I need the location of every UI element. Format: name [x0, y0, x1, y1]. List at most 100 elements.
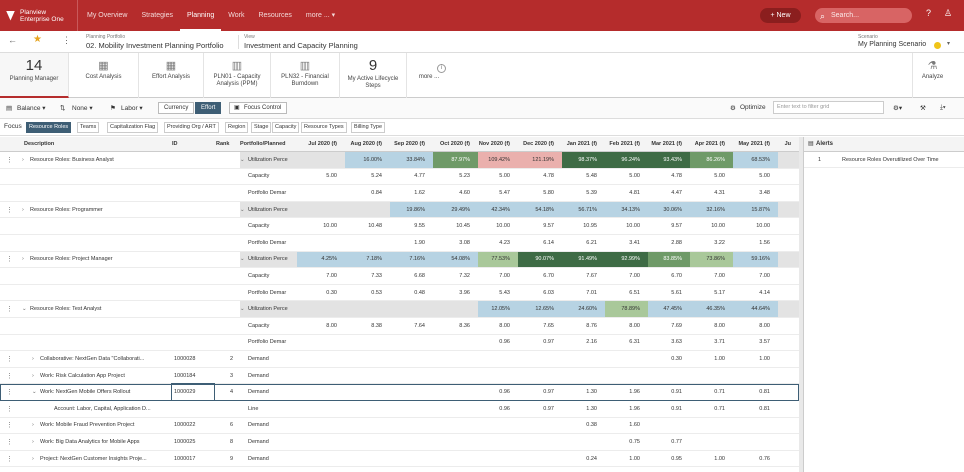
cell-value[interactable]: [297, 152, 345, 168]
cell-value[interactable]: [733, 434, 778, 450]
cell-value[interactable]: 5.48: [586, 173, 597, 180]
cell-value[interactable]: 7.01: [586, 289, 597, 296]
cell-value[interactable]: 6.21: [586, 239, 597, 246]
cell-value[interactable]: 0.75: [629, 438, 640, 445]
cell-value[interactable]: [297, 185, 345, 201]
grid-row[interactable]: ⋮ › Collaborative: NextGen Data "Collabora…: [0, 351, 799, 368]
cell-value[interactable]: 6.14: [543, 239, 554, 246]
chevron-down-icon[interactable]: ▾: [947, 41, 951, 47]
col-month[interactable]: Nov 2020 (f): [478, 141, 510, 147]
cell-value[interactable]: 4.77: [414, 173, 425, 180]
cell-value[interactable]: 4.81: [629, 189, 640, 196]
cell-value[interactable]: 5.00: [629, 173, 640, 180]
portfolio-value[interactable]: 02. Mobility Investment Planning Portfol…: [86, 41, 224, 50]
cell-value[interactable]: 0.84: [371, 189, 382, 196]
tile-pln01-capacity[interactable]: ▥ PLN01 - Capacity Analysis (PPM): [204, 53, 271, 98]
collapse-chevron-icon[interactable]: ⌄: [240, 206, 245, 213]
cell-value[interactable]: 7.33: [371, 272, 382, 279]
drag-handle-icon[interactable]: ⋮: [6, 306, 12, 314]
grid-row[interactable]: Capacity 5.00 5.24 4.77 5.23 5.00 4.78 5.48 5.00…: [0, 169, 799, 186]
cell-value[interactable]: 3.71: [714, 339, 725, 346]
cell-value[interactable]: 1.00: [629, 455, 640, 462]
col-portfolio-planned[interactable]: Portfolio/Planned: [240, 141, 286, 147]
focus-chip[interactable]: Providing Org / ART: [164, 122, 219, 133]
cell-value[interactable]: [390, 418, 433, 434]
expand-chevron-icon[interactable]: ›: [32, 455, 34, 462]
cell-value[interactable]: [433, 434, 478, 450]
cell-value[interactable]: 0.76: [759, 455, 770, 462]
cell-value[interactable]: [518, 418, 562, 434]
cell-value[interactable]: 68.53%: [733, 152, 778, 168]
cell-value[interactable]: 10.45: [456, 223, 470, 230]
cell-value[interactable]: 0.77: [671, 438, 682, 445]
cell-value[interactable]: 10.95: [583, 223, 597, 230]
cell-value[interactable]: 0.30: [671, 355, 682, 362]
col-month[interactable]: Oct 2020 (f): [440, 141, 470, 147]
cell-value[interactable]: 90.07%: [518, 251, 562, 268]
cell-value[interactable]: 0.96: [499, 389, 510, 396]
drag-handle-icon[interactable]: ⋮: [6, 422, 12, 430]
cell-value[interactable]: 7.64: [414, 322, 425, 329]
cell-value[interactable]: 92.99%: [605, 251, 648, 268]
cell-value[interactable]: 86.26%: [690, 152, 733, 168]
cell-value[interactable]: 4.31: [714, 189, 725, 196]
cell-value[interactable]: 109.42%: [478, 152, 518, 168]
cell-value[interactable]: 8.00: [714, 322, 725, 329]
col-month[interactable]: Ju: [784, 141, 791, 147]
cell-value[interactable]: 54.08%: [433, 251, 478, 268]
cell-value[interactable]: 0.96: [499, 339, 510, 346]
cell-value[interactable]: [433, 301, 478, 317]
cell-value[interactable]: 1.00: [714, 355, 725, 362]
cell-value[interactable]: 4.23: [499, 239, 510, 246]
cell-value[interactable]: [297, 434, 345, 450]
cell-value[interactable]: 46.35%: [690, 301, 733, 317]
cell-value[interactable]: [433, 384, 478, 400]
cell-value[interactable]: 5.00: [759, 173, 770, 180]
cell-value[interactable]: [648, 368, 690, 384]
cell-value[interactable]: 4.25%: [297, 251, 345, 268]
tile-planning-manager[interactable]: 14 Planning Manager: [0, 53, 69, 98]
cell-value[interactable]: 6.68: [414, 272, 425, 279]
col-id[interactable]: ID: [172, 141, 178, 147]
expand-chevron-icon[interactable]: ›: [22, 156, 24, 163]
cell-value[interactable]: 47.45%: [648, 301, 690, 317]
cell-value[interactable]: 91.49%: [562, 251, 605, 268]
cell-value[interactable]: [518, 451, 562, 467]
cell-value[interactable]: [605, 351, 648, 367]
cell-value[interactable]: [390, 368, 433, 384]
cell-value[interactable]: 0.38: [586, 422, 597, 429]
cell-value[interactable]: [297, 235, 345, 251]
cell-value[interactable]: 16.00%: [345, 152, 390, 168]
cell-value[interactable]: 0.91: [671, 389, 682, 396]
planview-logo[interactable]: Planview Enterprise One: [0, 0, 78, 31]
expand-chevron-icon[interactable]: ›: [22, 206, 24, 213]
cell-value[interactable]: 2.88: [671, 239, 682, 246]
cell-value[interactable]: 34.13%: [605, 201, 648, 218]
tile-effort-analysis[interactable]: ▦ Effort Analysis: [139, 53, 204, 98]
cell-value[interactable]: [390, 384, 433, 400]
expand-chevron-icon[interactable]: ›: [32, 355, 34, 362]
col-month[interactable]: Apr 2021 (f): [694, 141, 725, 147]
cell-value[interactable]: [478, 418, 518, 434]
cell-value[interactable]: 7.69: [671, 322, 682, 329]
grid-row[interactable]: ⋮ Account: Labor, Capital, Application D.…: [0, 401, 799, 418]
cell-value[interactable]: 4.78: [671, 173, 682, 180]
drag-handle-icon[interactable]: ⋮: [6, 405, 12, 413]
grid-row[interactable]: ⋮ › Resource Roles: Programmer Utilization …: [0, 201, 799, 219]
cell-value[interactable]: [478, 434, 518, 450]
cell-value[interactable]: 8.00: [629, 322, 640, 329]
cell-value[interactable]: [433, 351, 478, 367]
cell-value[interactable]: 10.48: [368, 223, 382, 230]
drag-handle-icon[interactable]: ⋮: [6, 372, 12, 380]
cell-value[interactable]: 1.90: [414, 239, 425, 246]
cell-value[interactable]: 7.00: [499, 272, 510, 279]
cell-value[interactable]: [390, 301, 433, 317]
cell-value[interactable]: 9.55: [414, 223, 425, 230]
grid-row[interactable]: ⋮ › Resource Roles: Business Analyst Utiliz…: [0, 152, 799, 169]
grid-row[interactable]: ⋮ › Work: Big Data Analytics for Mobile Ap…: [0, 434, 799, 451]
cell-value[interactable]: 7.65: [543, 322, 554, 329]
grid-row[interactable]: Portfolio Demar 0.30 0.53 0.48 3.96 5.43 6.03 7…: [0, 285, 799, 302]
cell-value[interactable]: 8.36: [459, 322, 470, 329]
cell-value[interactable]: [478, 368, 518, 384]
cell-value[interactable]: 3.41: [629, 239, 640, 246]
